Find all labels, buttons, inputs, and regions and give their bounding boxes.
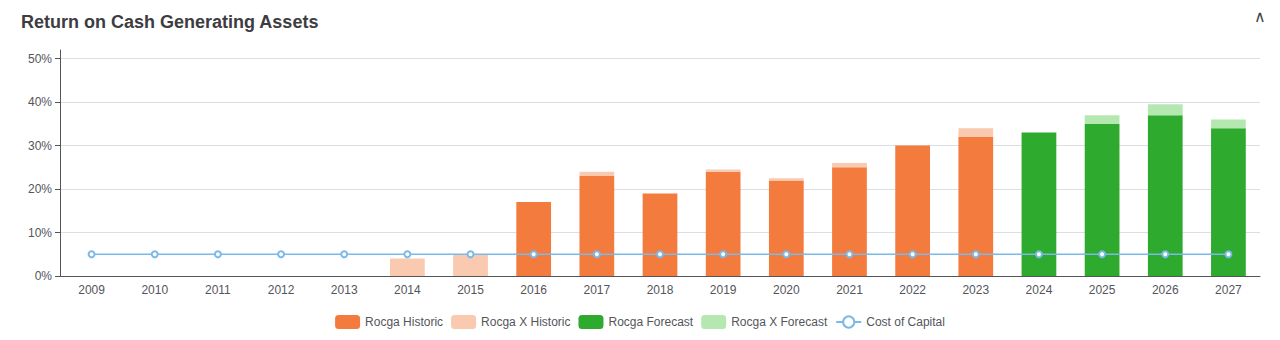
svg-text:2016: 2016 — [520, 283, 547, 297]
svg-text:2020: 2020 — [773, 283, 800, 297]
svg-text:2013: 2013 — [331, 283, 358, 297]
svg-text:Rocga Forecast: Rocga Forecast — [608, 315, 693, 329]
svg-text:2014: 2014 — [394, 283, 421, 297]
svg-text:50%: 50% — [28, 52, 52, 66]
svg-text:2027: 2027 — [1215, 283, 1242, 297]
svg-text:2022: 2022 — [899, 283, 926, 297]
svg-text:40%: 40% — [28, 95, 52, 109]
svg-text:2023: 2023 — [962, 283, 989, 297]
svg-text:Rocga Historic: Rocga Historic — [365, 315, 443, 329]
svg-text:Cost of Capital: Cost of Capital — [866, 315, 945, 329]
svg-text:2025: 2025 — [1089, 283, 1116, 297]
svg-text:2018: 2018 — [647, 283, 674, 297]
svg-text:2012: 2012 — [268, 283, 295, 297]
svg-text:Rocga X Historic: Rocga X Historic — [481, 315, 570, 329]
svg-text:2015: 2015 — [457, 283, 484, 297]
svg-text:2026: 2026 — [1152, 283, 1179, 297]
svg-text:2019: 2019 — [710, 283, 737, 297]
svg-text:∧: ∧ — [1254, 8, 1266, 25]
svg-text:2009: 2009 — [78, 283, 105, 297]
svg-text:30%: 30% — [28, 139, 52, 153]
svg-text:2017: 2017 — [583, 283, 610, 297]
svg-text:2010: 2010 — [141, 283, 168, 297]
svg-text:20%: 20% — [28, 182, 52, 196]
svg-text:Return on Cash Generating Asse: Return on Cash Generating Assets — [21, 12, 318, 32]
svg-text:0%: 0% — [35, 269, 53, 283]
svg-text:10%: 10% — [28, 226, 52, 240]
svg-text:2011: 2011 — [205, 283, 231, 297]
svg-text:2024: 2024 — [1026, 283, 1053, 297]
svg-text:Rocga X Forecast: Rocga X Forecast — [731, 315, 828, 329]
svg-text:2021: 2021 — [836, 283, 863, 297]
